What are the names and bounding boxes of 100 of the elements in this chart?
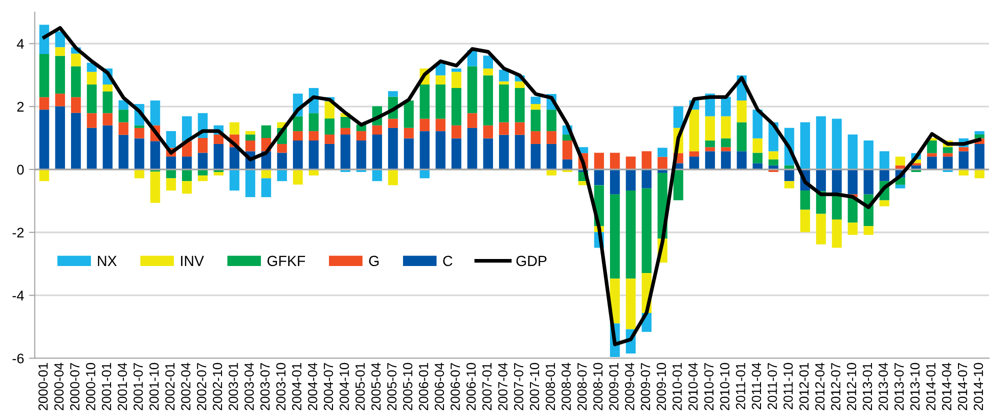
x-tick-label: 2009-10 bbox=[656, 362, 666, 410]
bar bbox=[467, 66, 478, 114]
bar bbox=[55, 31, 65, 48]
bar bbox=[530, 104, 541, 110]
bar bbox=[55, 56, 65, 94]
bar bbox=[277, 169, 287, 182]
bar bbox=[974, 134, 984, 138]
bar bbox=[436, 75, 446, 85]
bar bbox=[895, 156, 906, 166]
x-tick-label: 2005-10 bbox=[403, 362, 412, 410]
bar bbox=[420, 131, 430, 170]
bar bbox=[546, 131, 556, 144]
x-tick-label: 2006-10 bbox=[466, 362, 476, 410]
x-tick-label: 2009-07 bbox=[640, 363, 650, 410]
bar bbox=[451, 125, 462, 138]
x-tick-label: 2011-10 bbox=[783, 362, 793, 410]
bar bbox=[514, 81, 525, 88]
bar bbox=[562, 159, 572, 170]
bar bbox=[308, 140, 319, 170]
bar bbox=[134, 125, 144, 128]
x-tick-label: 2010-04 bbox=[688, 362, 698, 410]
bar bbox=[308, 113, 319, 132]
bar bbox=[483, 75, 494, 126]
bar bbox=[705, 116, 715, 141]
bar bbox=[768, 151, 778, 160]
bar bbox=[39, 97, 50, 110]
x-tick-label: 2008-10 bbox=[593, 362, 603, 410]
bar bbox=[610, 152, 620, 170]
x-tick-label: 2012-07 bbox=[831, 363, 840, 410]
bar bbox=[102, 113, 113, 126]
bar bbox=[673, 169, 684, 200]
bar bbox=[642, 188, 652, 273]
legend-label: NX bbox=[98, 256, 117, 266]
x-tick-label: 2008-01 bbox=[546, 363, 556, 410]
bar bbox=[530, 96, 541, 104]
bar bbox=[245, 131, 256, 135]
bar bbox=[436, 118, 446, 132]
x-tick-label: 2007-07 bbox=[514, 363, 524, 410]
legend-label: GDP bbox=[516, 256, 546, 266]
bar bbox=[530, 110, 541, 132]
y-tick-label: -6 bbox=[12, 354, 24, 364]
bar bbox=[420, 84, 430, 119]
x-tick-label: 2006-01 bbox=[418, 363, 428, 410]
bar bbox=[214, 134, 224, 144]
bar bbox=[150, 172, 160, 203]
x-tick-label: 2013-01 bbox=[862, 363, 872, 410]
bar bbox=[150, 100, 160, 126]
bar bbox=[879, 200, 890, 206]
x-tick-label: 2004-01 bbox=[292, 363, 302, 410]
bar bbox=[55, 47, 65, 56]
bar bbox=[182, 156, 192, 170]
x-tick-label: 2007-01 bbox=[482, 363, 492, 410]
bar bbox=[958, 151, 969, 170]
x-tick-label: 2003-01 bbox=[228, 363, 238, 410]
y-tick-label: 2 bbox=[17, 102, 24, 112]
bar bbox=[974, 144, 984, 170]
bar bbox=[324, 134, 334, 144]
bar bbox=[705, 147, 715, 152]
bar bbox=[292, 116, 303, 132]
x-tick-label: 2006-07 bbox=[450, 363, 460, 410]
bar bbox=[864, 169, 874, 194]
bar bbox=[102, 91, 113, 114]
bar bbox=[451, 88, 462, 126]
bar bbox=[404, 138, 414, 170]
bar bbox=[198, 152, 208, 170]
bar bbox=[720, 147, 731, 152]
x-tick-label: 2014-01 bbox=[926, 363, 936, 410]
bar bbox=[610, 169, 620, 194]
bar bbox=[942, 156, 953, 170]
bar bbox=[784, 181, 794, 188]
bar bbox=[736, 100, 747, 122]
bar bbox=[483, 68, 494, 76]
x-tick-label: 2008-04 bbox=[562, 362, 571, 410]
bar bbox=[372, 125, 382, 135]
bar bbox=[372, 134, 382, 170]
bar bbox=[768, 159, 778, 166]
bar bbox=[230, 122, 240, 135]
bar bbox=[451, 72, 462, 88]
x-tick-label: 2001-07 bbox=[134, 363, 143, 410]
bar bbox=[720, 116, 731, 138]
bar bbox=[499, 70, 509, 82]
x-tick-label: 2000-10 bbox=[86, 362, 96, 410]
bar bbox=[689, 110, 700, 152]
x-tick-label: 2013-07 bbox=[894, 363, 904, 410]
bar bbox=[816, 214, 826, 244]
bar bbox=[483, 125, 494, 138]
x-tick-label: 2000-04 bbox=[54, 362, 64, 410]
bar bbox=[388, 169, 398, 186]
bar bbox=[166, 131, 176, 148]
bar bbox=[55, 106, 65, 170]
bar bbox=[736, 151, 747, 170]
bar bbox=[277, 152, 287, 170]
x-tick-label: 2007-04 bbox=[498, 362, 508, 410]
bar bbox=[499, 81, 509, 85]
bar bbox=[71, 66, 81, 98]
bar bbox=[942, 153, 953, 157]
bar bbox=[420, 118, 430, 132]
bar bbox=[230, 169, 240, 191]
x-tick-label: 2011-01 bbox=[736, 363, 746, 410]
bar bbox=[71, 54, 81, 66]
